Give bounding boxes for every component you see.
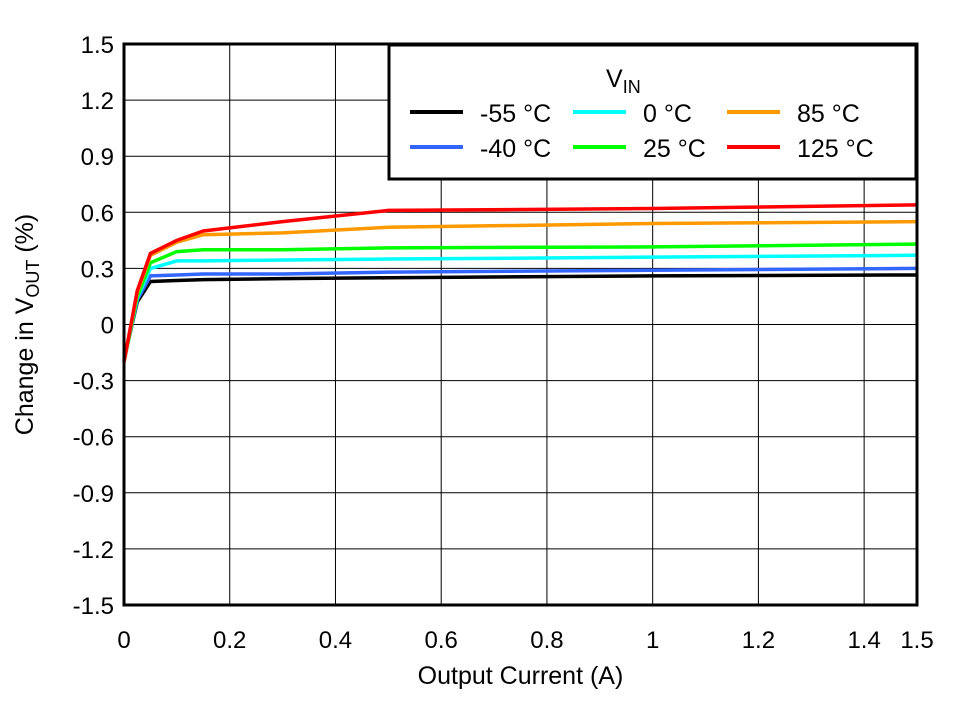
x-tick-label: 0: [117, 627, 130, 654]
legend-title: VIN: [606, 65, 641, 97]
y-tick-label: 0.9: [81, 144, 114, 171]
legend-label: -40 °C: [480, 135, 551, 163]
series-line: [122, 203, 918, 363]
x-tick-label: 0.2: [213, 627, 246, 654]
series-line: [122, 266, 918, 361]
legend-label: -55 °C: [480, 100, 551, 128]
legend-label: 0 °C: [643, 100, 692, 128]
y-tick-label: -1.2: [73, 537, 114, 564]
x-tick-label: 1: [646, 627, 659, 654]
x-tick-label: 0.8: [530, 627, 563, 654]
x-tick-label: 0.6: [425, 627, 458, 654]
legend-label: 85 °C: [797, 100, 860, 128]
y-tick-label: -1.5: [73, 593, 114, 620]
y-tick-label: -0.6: [73, 425, 114, 452]
y-tick-label: 0: [101, 313, 114, 340]
y-tick-label: 0.3: [81, 256, 114, 283]
x-tick-label: 0.4: [319, 627, 352, 654]
x-tick-label: 1.4: [847, 627, 880, 654]
legend-label: 125 °C: [797, 135, 874, 163]
y-axis-label: Change in VOUT (%): [11, 214, 43, 435]
series-line: [122, 219, 918, 363]
x-axis-label: Output Current (A): [418, 662, 624, 690]
legend-box: [387, 43, 918, 181]
y-tick-label: -0.3: [73, 369, 114, 396]
y-tick-label: 1.2: [81, 88, 114, 115]
y-tick-label: 0.6: [81, 200, 114, 227]
x-tick-label: 1.2: [742, 627, 775, 654]
x-tick-label: 1.5: [900, 627, 933, 654]
y-tick-label: -0.9: [73, 481, 114, 508]
series-line: [122, 273, 918, 361]
legend-label: 25 °C: [643, 135, 706, 163]
y-tick-label: 1.5: [81, 32, 114, 59]
